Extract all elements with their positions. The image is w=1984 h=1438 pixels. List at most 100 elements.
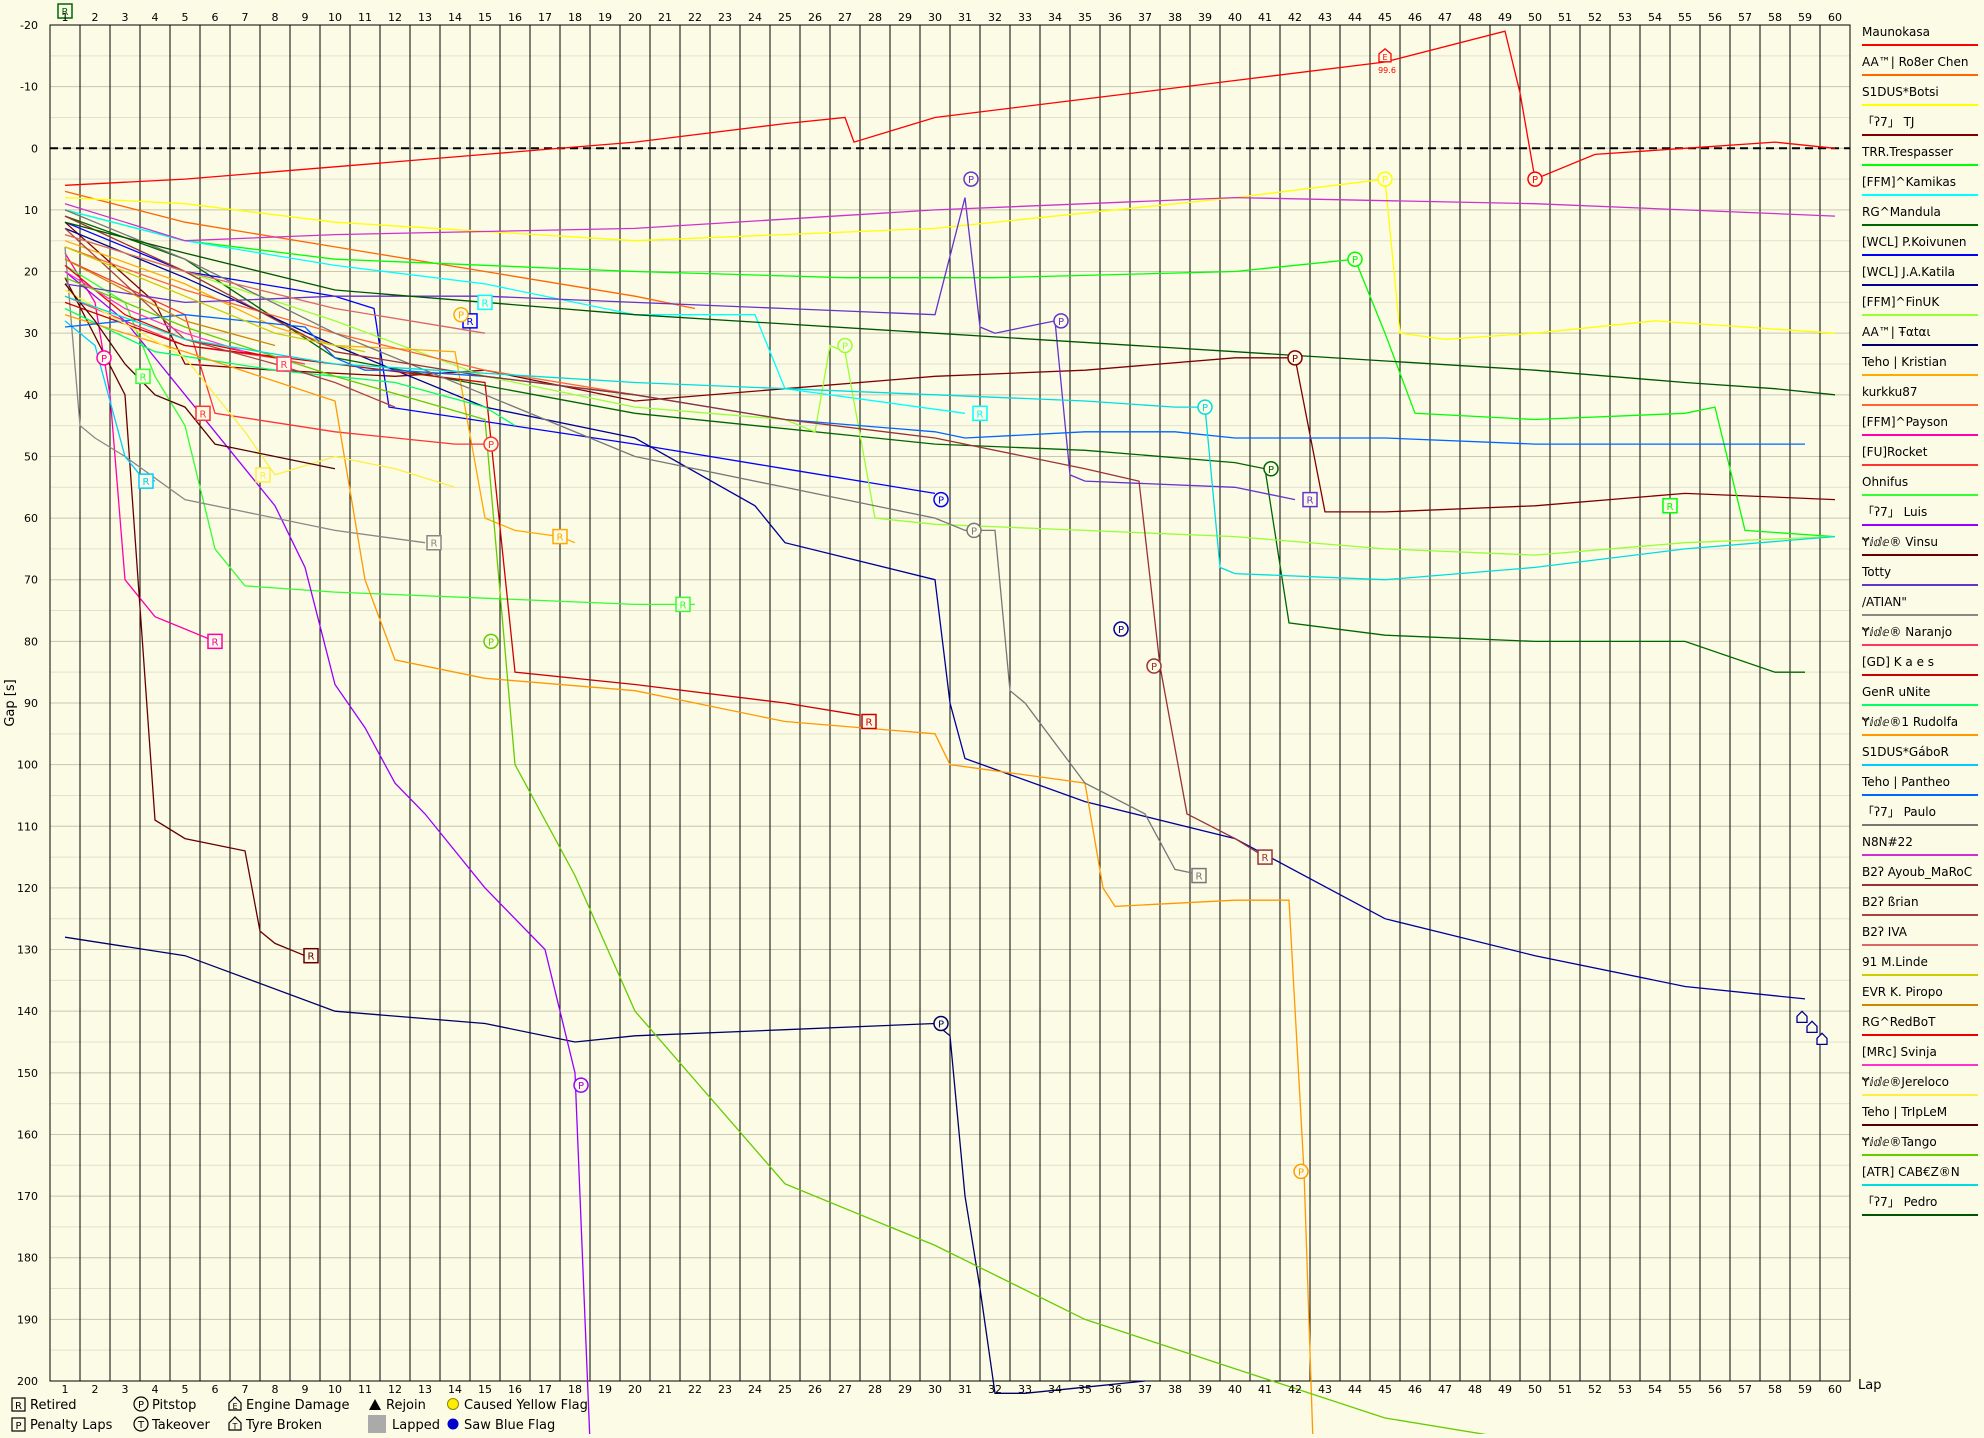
pitstop-marker [1377, 171, 1393, 187]
x-tick-label: 40 [1228, 1383, 1242, 1396]
retired-marker-label: R [62, 7, 69, 18]
x-tick-label: 41 [1258, 1383, 1272, 1396]
x-tick-label: 11 [358, 1383, 372, 1396]
legend-entry-label: AA™| Ro8er Chen [1862, 55, 1969, 69]
retired-marker-label: R [200, 409, 207, 420]
pitstop-marker-label: P [1382, 175, 1388, 186]
x-tick-label: 14 [448, 1383, 462, 1396]
x-tick-label: 42 [1288, 1383, 1302, 1396]
marker-legend-label: Rejoin [386, 1398, 426, 1413]
legend-square-symbol: R [15, 1401, 22, 1412]
legend-house-symbol: E [232, 1402, 237, 1411]
pitstop-marker [453, 306, 469, 323]
legend-square-symbol: P [15, 1421, 21, 1432]
x-tick-label: 49 [1498, 1383, 1512, 1396]
retired-marker [1302, 491, 1318, 508]
pitstop-marker-label: P [458, 311, 464, 322]
retired-marker [972, 405, 988, 422]
legend-entry-label: Teho | TrIpLeM [1861, 1105, 1947, 1119]
retired-marker [675, 596, 691, 613]
retired-marker-label: R [866, 717, 873, 728]
x-tick-label: 28 [868, 1383, 882, 1396]
x-tick-label: 47 [1438, 1383, 1452, 1396]
retired-marker [135, 368, 151, 385]
x-tick-label-top: 11 [358, 11, 372, 24]
y-tick-label: 20 [24, 266, 38, 279]
y-tick-label: 110 [17, 820, 38, 833]
legend-entry-label: AA™| Ŧαtαι [1862, 325, 1931, 339]
marker-legend-label: Penalty Laps [30, 1418, 113, 1433]
x-tick-label-top: 27 [838, 11, 852, 24]
pitstop-marker-label: P [1532, 175, 1538, 186]
x-tick-label-top: 30 [928, 11, 942, 24]
x-tick-label: 1 [62, 1383, 69, 1396]
x-tick-label: 48 [1468, 1383, 1482, 1396]
pitstop-marker [1146, 658, 1162, 674]
y-tick-label: 70 [24, 574, 38, 587]
x-tick-label-top: 15 [478, 11, 492, 24]
legend-entry-label: 91 M.Linde [1862, 955, 1928, 969]
legend-triangle-icon [369, 1399, 381, 1410]
x-tick-label-top: 49 [1498, 11, 1512, 24]
x-tick-label-top: 3 [122, 11, 129, 24]
marker-legend-label: Caused Yellow Flag [464, 1398, 588, 1413]
pitstop-marker-label: P [488, 637, 494, 648]
x-tick-label-top: 60 [1828, 11, 1842, 24]
x-tick-label: 22 [688, 1383, 702, 1396]
retired-marker [138, 473, 154, 489]
y-tick-label: 30 [24, 327, 38, 340]
retired-marker-label: R [482, 298, 489, 309]
x-tick-label: 16 [508, 1383, 522, 1396]
legend-entry-label: Totty [1861, 565, 1891, 579]
pitstop-marker [483, 633, 499, 650]
x-tick-label-top: 25 [778, 11, 792, 24]
retired-marker-label: R [1196, 872, 1203, 883]
legend-entry-label: Ɏⅈⅆⅇ® Vinsu [1861, 535, 1938, 549]
x-tick-label-top: 14 [448, 11, 462, 24]
legend-circle-symbol: P [138, 1400, 144, 1411]
y-tick-label: 100 [17, 759, 38, 772]
legend-entry-label: [MRc] Svinja [1862, 1045, 1937, 1059]
retired-marker [1662, 498, 1678, 514]
pitstop-marker [837, 337, 853, 354]
x-tick-label: 10 [328, 1383, 342, 1396]
retired-marker [426, 534, 442, 551]
marker-legend-item: P Pitstop [133, 1396, 196, 1413]
x-tick-label-top: 53 [1618, 11, 1632, 24]
legend-entry-label: [WCL] P.Koivunen [1862, 235, 1967, 249]
y-tick-label: 60 [24, 512, 38, 525]
marker-legend-label: Tyre Broken [245, 1418, 322, 1433]
x-axis-ticks-top: 1 2 3 4 5 6 7 8 9 10 11 12 13 14 15 16 17 18 19 20 21 22 23 24 2… [62, 11, 1843, 24]
pitstop-marker [1287, 350, 1303, 366]
x-tick-label-top: 55 [1678, 11, 1692, 24]
y-tick-label: -10 [20, 81, 38, 94]
x-tick-label: 43 [1318, 1383, 1332, 1396]
x-tick-label: 3 [122, 1383, 129, 1396]
series-legend: Maunokasa AA™| Ro8er Chen S1DUS*Botsi 「ʔ7」 … [1861, 25, 1978, 1216]
legend-entry-label: Ɏⅈⅆⅇ®Jereloco [1861, 1075, 1949, 1089]
x-tick-label-top: 44 [1348, 11, 1362, 24]
x-tick-label-top: 56 [1708, 11, 1722, 24]
pitstop-marker-label: P [1352, 255, 1358, 266]
x-tick-label-top: 16 [508, 11, 522, 24]
x-tick-label: 53 [1618, 1383, 1632, 1396]
x-tick-label-top: 9 [302, 11, 309, 24]
series-line [64, 277, 306, 957]
pitstop-marker-label: P [1058, 317, 1064, 328]
x-tick-label: 4 [152, 1383, 159, 1396]
engine-damage-marker-label: E [1382, 53, 1387, 62]
series-line [64, 190, 696, 310]
marker-legend: R Retired P Pitstop E Engine Damage Rejoin Caus… [11, 1396, 588, 1433]
x-tick-label-top: 36 [1108, 11, 1122, 24]
y-tick-label: 120 [17, 882, 38, 895]
pitstop-marker-label: P [1268, 465, 1274, 476]
pitstop-marker-label: P [578, 1081, 584, 1092]
x-tick-label-top: 42 [1288, 11, 1302, 24]
x-tick-label: 36 [1108, 1383, 1122, 1396]
series-layer [64, 30, 1836, 1438]
x-tick-label-top: 22 [688, 11, 702, 24]
pitstop-marker-label: P [971, 526, 977, 537]
legend-house-icon [228, 1416, 242, 1431]
tyre-broken-marker [1816, 1032, 1828, 1045]
x-tick-label-top: 50 [1528, 11, 1542, 24]
